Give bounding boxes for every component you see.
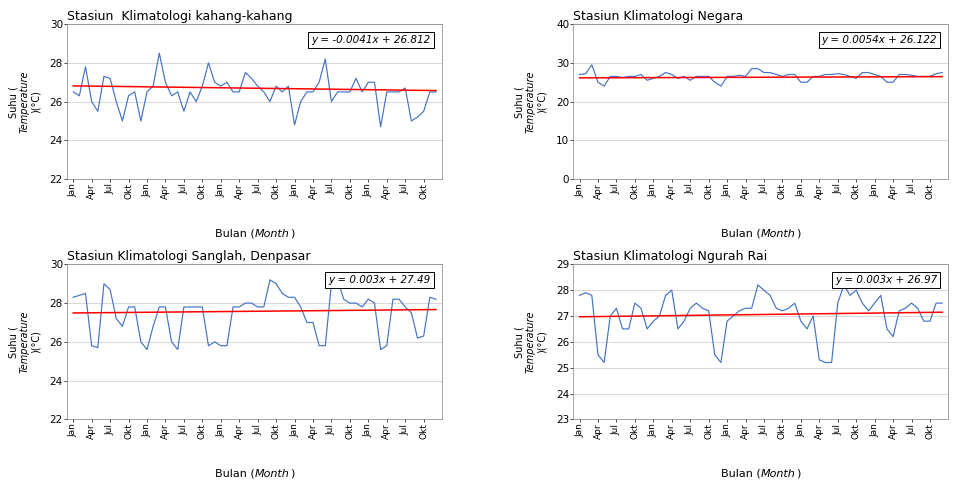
Text: Stasiun Klimatologi Ngurah Rai: Stasiun Klimatologi Ngurah Rai [574, 250, 767, 263]
Text: Temperature: Temperature [526, 70, 536, 133]
Y-axis label: Suhu (Temperature)(°C): Suhu (Temperature)(°C) [0, 481, 1, 482]
Text: Stasiun Klimatologi Sanglah, Denpasar: Stasiun Klimatologi Sanglah, Denpasar [67, 250, 310, 263]
Y-axis label: Suhu (Temperature)(°C): Suhu (Temperature)(°C) [0, 481, 1, 482]
Text: Bulan (: Bulan ( [721, 469, 761, 479]
Text: Stasiun Klimatologi Negara: Stasiun Klimatologi Negara [574, 10, 743, 23]
Y-axis label: Suhu (Temperature)(°C): Suhu (Temperature)(°C) [0, 481, 1, 482]
Text: y = -0.0041x + 26.812: y = -0.0041x + 26.812 [311, 35, 431, 45]
Text: Suhu (: Suhu ( [514, 326, 525, 358]
Y-axis label: Suhu (Temperature)(°C): Suhu (Temperature)(°C) [0, 481, 1, 482]
Text: Temperature: Temperature [19, 70, 30, 133]
Text: Month: Month [761, 469, 796, 479]
Text: )(°C): )(°C) [31, 90, 41, 113]
Text: ): ) [290, 228, 295, 239]
Text: )(°C): )(°C) [31, 330, 41, 353]
Text: Bulan (: Bulan ( [215, 228, 255, 239]
Text: ): ) [796, 228, 801, 239]
Text: y = 0.003x + 27.49: y = 0.003x + 27.49 [329, 275, 431, 285]
Text: )(°C): )(°C) [537, 90, 547, 113]
Text: Stasiun  Klimatologi kahang-kahang: Stasiun Klimatologi kahang-kahang [67, 10, 292, 23]
Text: Suhu (: Suhu ( [9, 86, 18, 118]
Text: Month: Month [255, 469, 289, 479]
Text: Month: Month [761, 228, 796, 239]
Text: ): ) [796, 469, 801, 479]
Text: y = 0.0054x + 26.122: y = 0.0054x + 26.122 [822, 35, 937, 45]
Text: Bulan (: Bulan ( [721, 228, 761, 239]
Text: ): ) [290, 469, 295, 479]
Text: Bulan (: Bulan ( [215, 469, 255, 479]
Text: Temperature: Temperature [526, 310, 536, 373]
Text: Suhu (: Suhu ( [514, 86, 525, 118]
Text: Month: Month [255, 228, 289, 239]
Text: )(°C): )(°C) [537, 330, 547, 353]
Text: Temperature: Temperature [19, 310, 30, 373]
Text: y = 0.003x + 26.97: y = 0.003x + 26.97 [835, 275, 937, 285]
Text: Suhu (: Suhu ( [9, 326, 18, 358]
